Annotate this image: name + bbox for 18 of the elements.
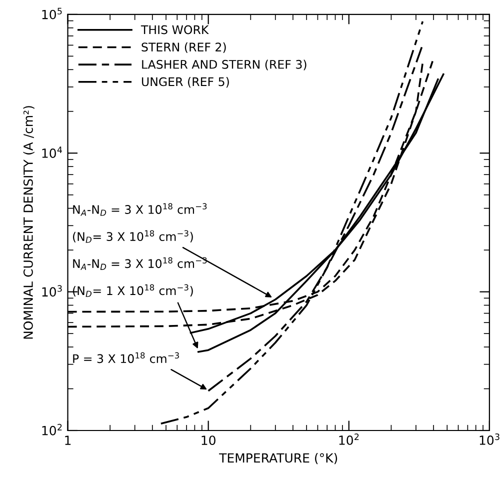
legend-label: THIS WORK [140, 25, 209, 34]
x-axis-title: TEMPERATURE (°K) [219, 453, 338, 464]
y-tick-label: 10$^{4}$ [42, 146, 62, 158]
annotation: N$_{A}$-N$_{D}$ = 3 X 10$^{18}$ cm$^{−3}$ [73, 203, 207, 216]
annotation: (N$_{D}$= 3 X 10$^{18}$ cm$^{−3}$) [73, 230, 193, 243]
x-tick-label: 10 [202, 436, 216, 446]
legend-label: LASHER AND STERN (REF 3) [142, 60, 306, 70]
annotation: P = 3 X 10$^{18}$ cm$^{−3}$ [73, 352, 179, 364]
y-tick-label: 10$^{3}$ [42, 285, 62, 297]
annotation: (N$_{D}$= 1 X 10$^{18}$ cm$^{−3}$) [73, 284, 193, 297]
legend-label: UNGER (REF 5) [142, 77, 229, 88]
y-tick-label: 10$^{5}$ [42, 8, 62, 20]
x-tick-label: 10$^{2}$ [339, 433, 359, 445]
legend-label: STERN (REF 2) [142, 42, 226, 53]
y-axis-title: NOMINAL CURRENT DENSITY (A /cm²) [23, 106, 34, 339]
x-tick-label: 10$^{3}$ [480, 433, 500, 445]
y-tick-label: 10$^{2}$ [42, 424, 62, 436]
x-tick-label: 1 [65, 436, 71, 445]
